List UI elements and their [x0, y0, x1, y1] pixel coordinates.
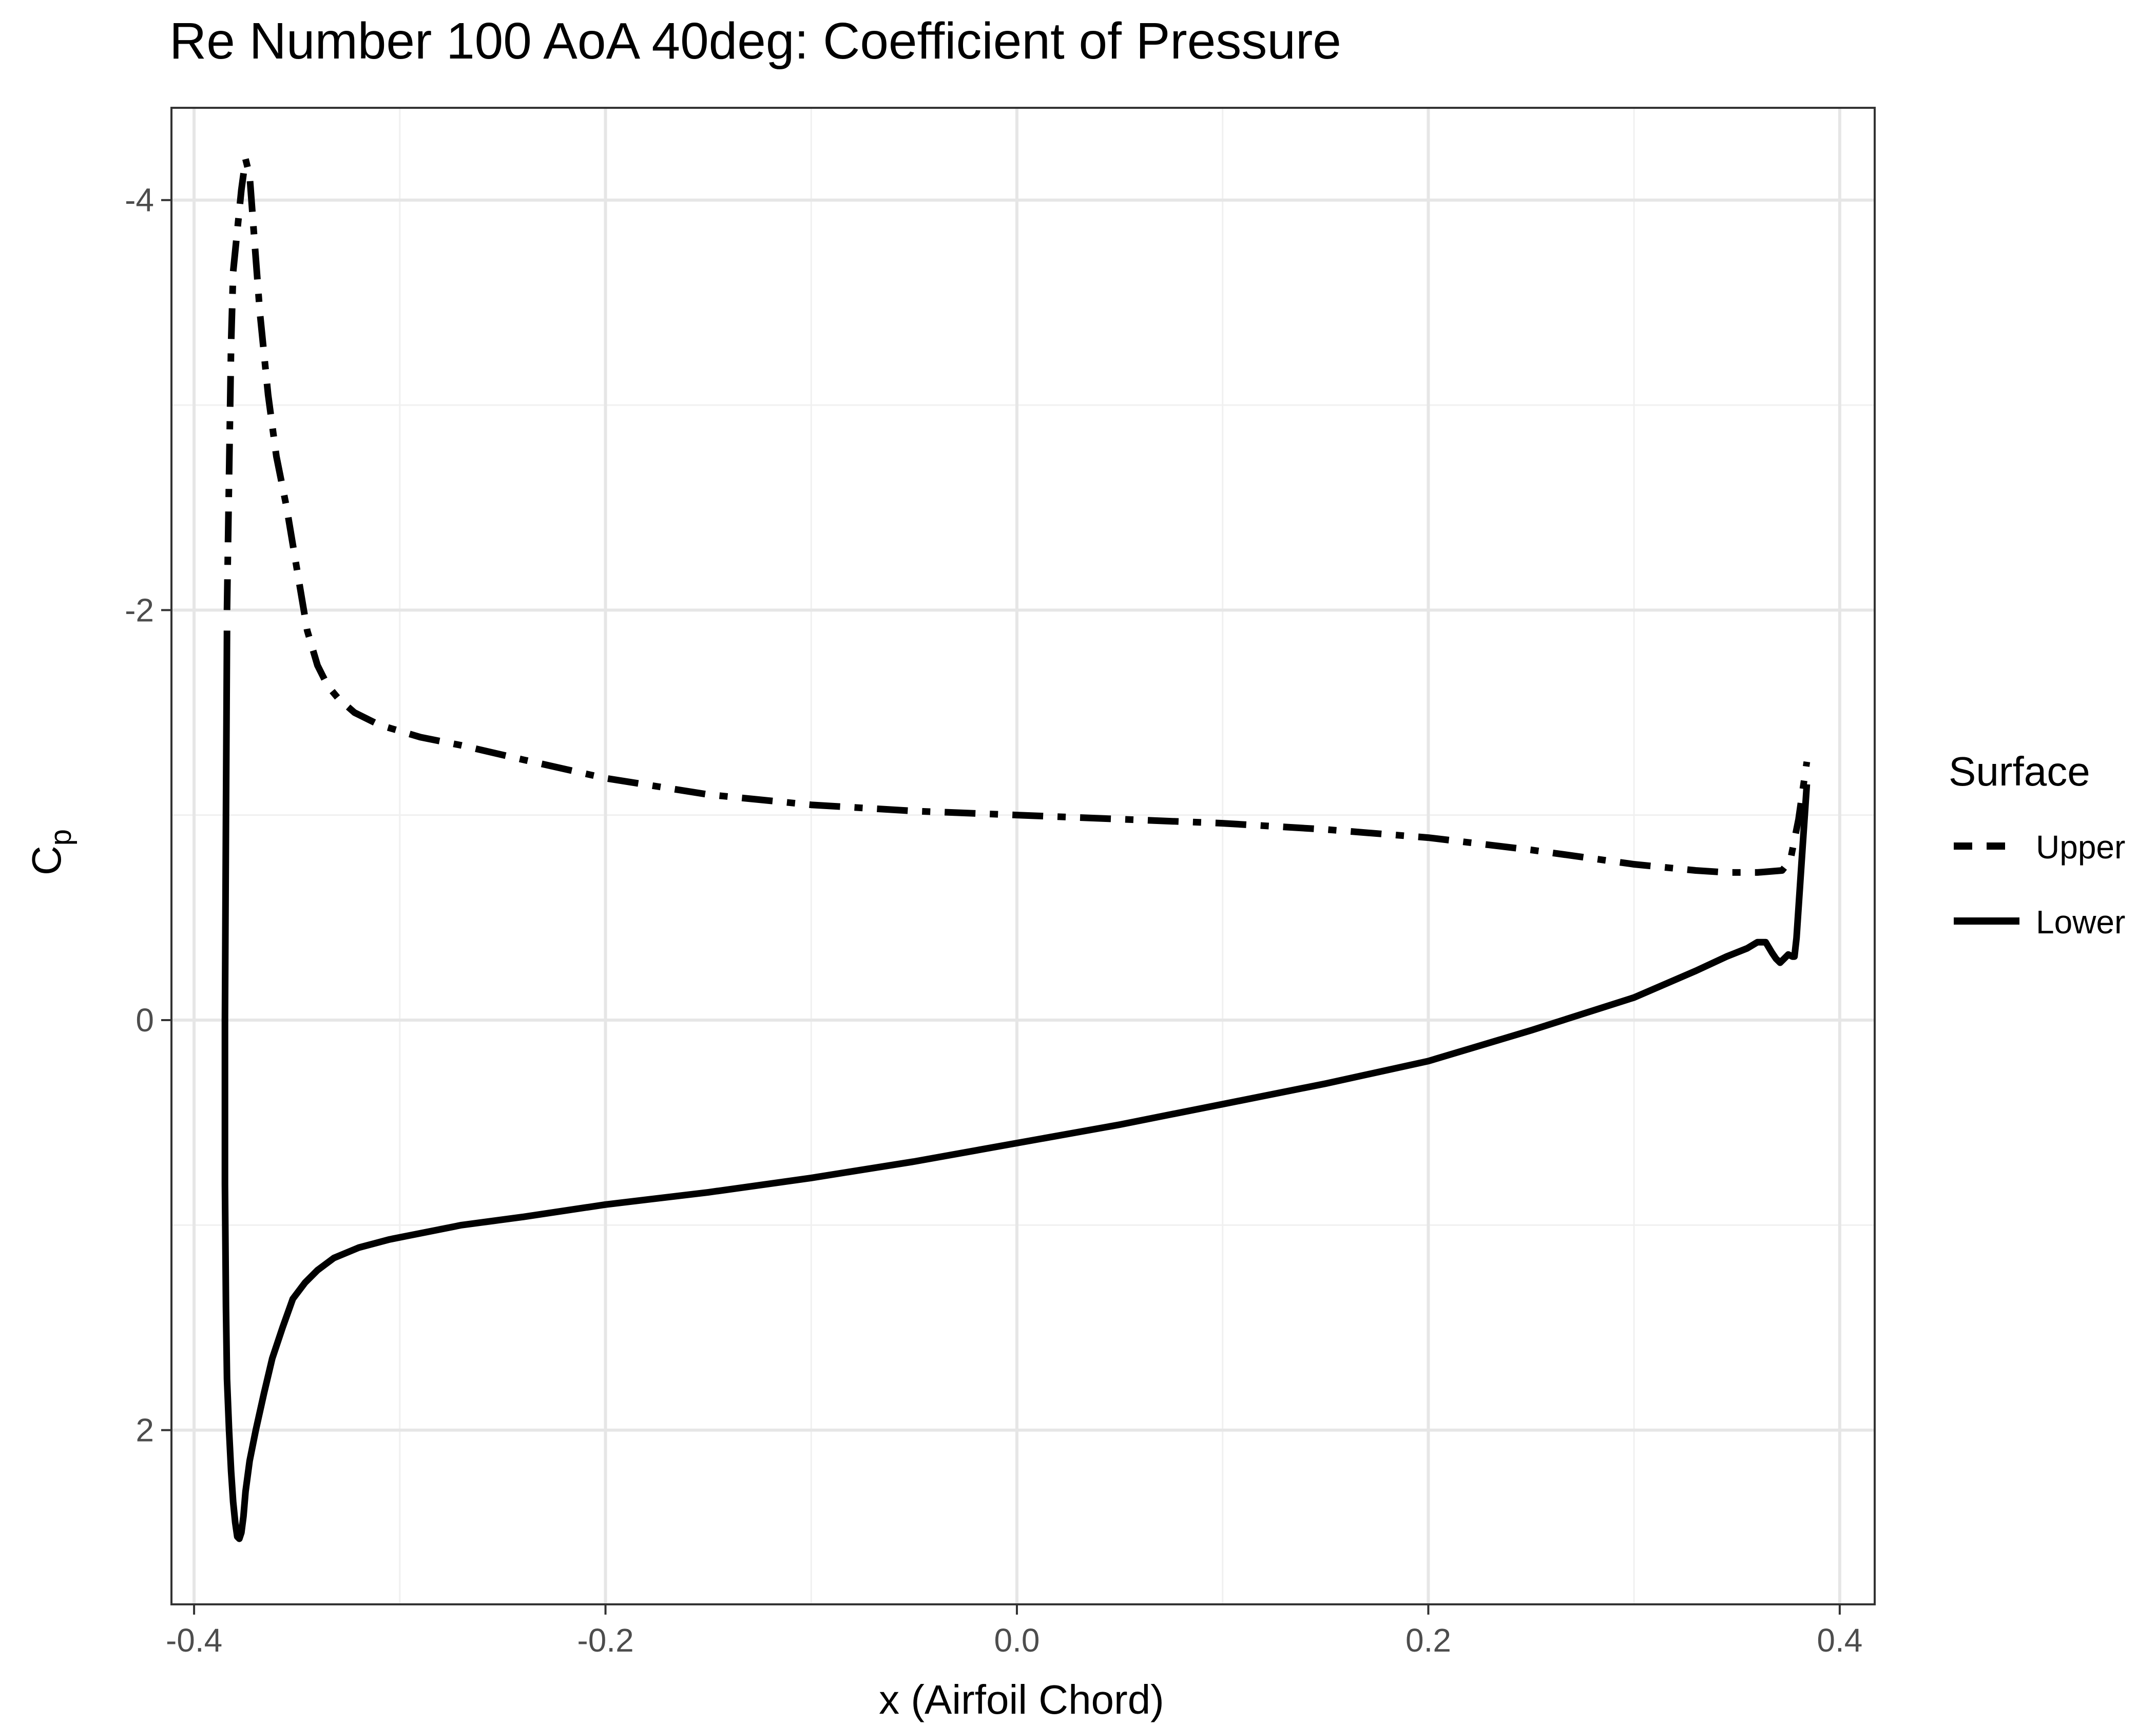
y-tick-label: 2 — [136, 1412, 154, 1449]
x-tick-label: -0.4 — [166, 1622, 222, 1659]
panel-border — [170, 107, 1876, 1605]
y-tick-label: -4 — [125, 182, 154, 219]
y-tick-label: 0 — [136, 1002, 154, 1039]
x-axis: -0.4 -0.2 0.0 0.2 0.4 — [166, 1604, 1862, 1659]
panel-background — [171, 108, 1875, 1604]
legend: Surface Upper Lower — [1949, 749, 2125, 941]
grid-major — [171, 108, 1875, 1604]
x-tick-label: 0.0 — [994, 1622, 1040, 1659]
legend-title: Surface — [1949, 749, 2090, 794]
y-axis-label-main: C — [24, 846, 69, 875]
legend-label-upper: Upper — [2036, 829, 2125, 866]
series-line-lower — [221, 630, 1811, 1542]
x-tick-label: 0.2 — [1406, 1622, 1451, 1659]
svg-text:Cp: Cp — [24, 829, 78, 875]
x-axis-label: x (Airfoil Chord) — [879, 1677, 1164, 1722]
x-tick-label: 0.4 — [1817, 1622, 1862, 1659]
y-axis-label-subscript: p — [44, 829, 78, 846]
legend-label-lower: Lower — [2036, 904, 2125, 941]
y-tick-label: -2 — [125, 591, 154, 628]
y-axis: -4 -2 0 2 — [125, 182, 171, 1449]
series-group — [221, 156, 1811, 1542]
series-line-upper — [223, 156, 1811, 876]
plot-panel — [170, 107, 1876, 1605]
chart-title: Re Number 100 AoA 40deg: Coefficient of … — [169, 12, 1341, 70]
x-tick-label: -0.2 — [577, 1622, 633, 1659]
y-axis-label: Cp — [24, 829, 78, 875]
